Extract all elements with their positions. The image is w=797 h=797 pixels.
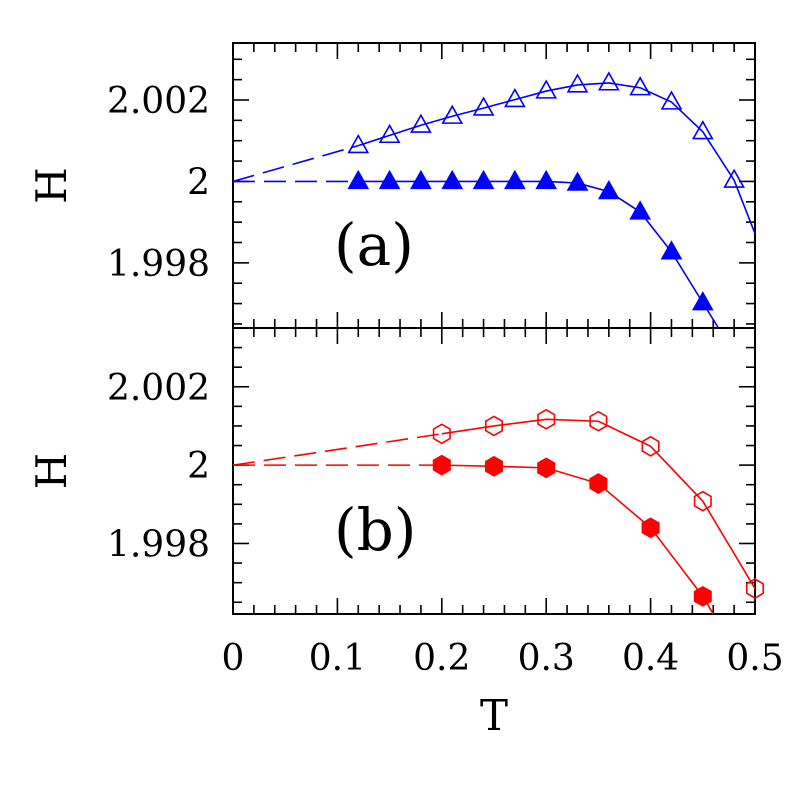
x-tick-label: 0 [222,638,245,679]
data-point [472,96,495,116]
x-tick-label: 0.4 [622,638,679,679]
data-point [589,410,608,432]
y-tick-label: 2 [187,162,210,203]
data-point [629,76,652,96]
data-point [432,454,451,476]
panel-label: (a) [334,211,414,279]
y-tick-label: 1.998 [107,244,210,285]
x-tick-label: 0.1 [309,638,366,679]
panel-1-frame [232,42,756,329]
data-point [693,585,712,607]
data-point [347,169,370,190]
x-tick-label: 0.2 [413,638,470,679]
y-tick-label: 2.002 [107,81,210,122]
series-line [441,464,714,614]
y-axis-label: H [27,453,76,490]
data-point [410,113,432,133]
data-point [660,240,683,260]
data-point [597,71,620,91]
data-point [441,104,464,124]
plot-frames [232,42,756,615]
y-tick-label: 2.002 [107,368,210,409]
data-point [537,408,556,430]
y-tick-label: 2 [187,446,210,487]
series-2-2-lines [233,464,714,614]
data-point [589,473,608,494]
data-point [723,168,745,188]
data-point [484,455,504,477]
data-point [566,73,589,93]
series-markers [347,71,765,607]
data-point [504,169,526,190]
labels: 2.002 2 1.998 H (a) 2.002 2 1.998 H (b) 0 0.1 0.2 0.3… [27,81,784,740]
series-lines [233,82,755,614]
series-1-1-lines [233,82,755,234]
x-tick-label: 0.3 [518,638,575,679]
panel-label: (b) [334,496,416,564]
data-point [629,200,652,220]
data-point [535,169,558,190]
x-tick-label: 0.5 [726,638,783,679]
series-line [358,82,755,234]
data-point [660,90,683,110]
data-point [378,169,401,190]
x-axis-label: T [480,691,508,740]
data-point [693,490,712,512]
data-point [347,133,370,154]
data-point [537,457,556,479]
data-point [472,169,495,190]
series-2-1-lines [233,418,755,593]
data-point [566,171,589,191]
data-point [691,291,714,311]
extrapolation-line [233,144,359,183]
y-axis-label: H [27,167,76,204]
data-point [691,120,714,140]
data-point [745,578,765,599]
panel-2-frame [232,327,756,615]
data-point [378,123,401,144]
extrapolation-line [233,432,442,466]
data-point [597,180,620,200]
series-1-2-lines [233,180,720,328]
data-point [410,169,432,190]
data-point [535,79,558,99]
y-tick-label: 1.998 [107,524,210,565]
data-point [432,423,451,445]
data-point [641,435,660,457]
data-point [441,169,464,190]
data-point [484,415,504,437]
data-point [641,517,660,539]
series-line [441,418,755,593]
data-point [504,87,526,108]
